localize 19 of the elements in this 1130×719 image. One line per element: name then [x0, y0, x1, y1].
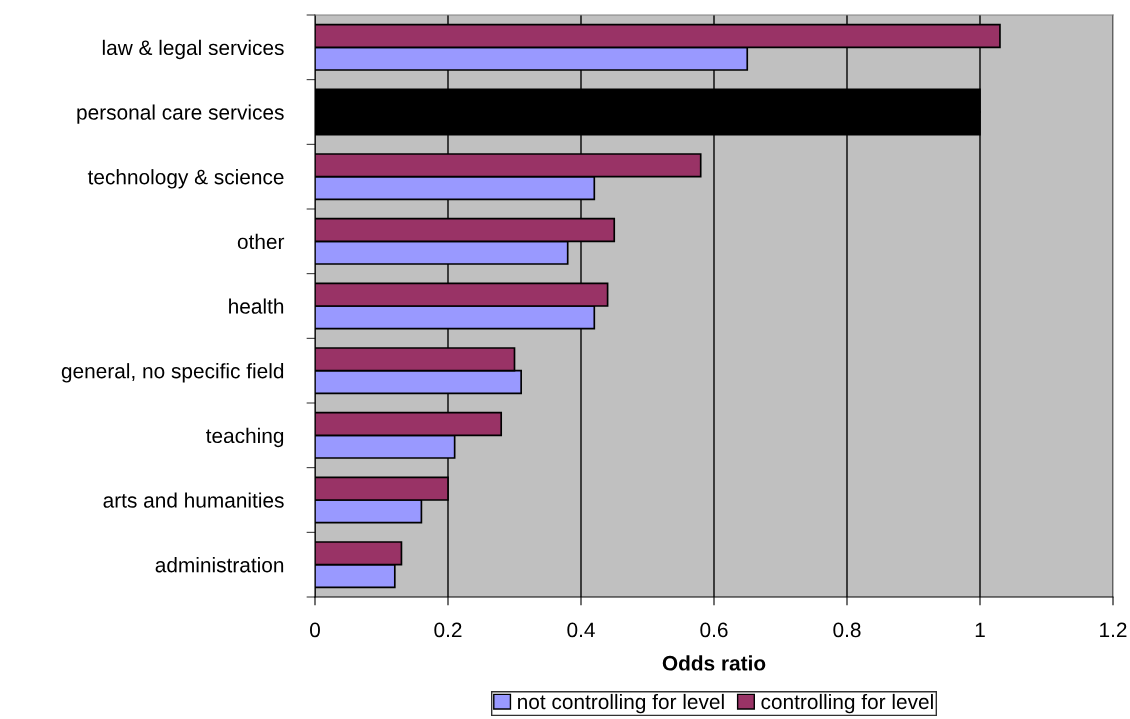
y-tick-label: technology & science: [87, 169, 284, 189]
x-tick-label: 0: [310, 622, 320, 638]
y-tick-label: personal care services: [77, 104, 284, 124]
y-tick-label: health: [229, 298, 284, 314]
y-tick-label: general, no specific field: [61, 363, 284, 383]
y-tick-label: teaching: [206, 427, 284, 448]
y-tick-label: administration: [155, 557, 284, 573]
x-tick-label: 1.2: [1100, 622, 1127, 638]
y-tick-label: arts and humanities: [103, 492, 284, 508]
x-tick-label: 0.4: [567, 622, 595, 638]
x-tick-label: 0.6: [700, 622, 728, 638]
x-tick-label: 1: [975, 622, 985, 638]
y-tick-label: other: [237, 233, 285, 250]
x-axis-title: Odds ratio: [662, 655, 766, 671]
legend-label: controlling for level: [761, 693, 933, 714]
y-tick-label: law & legal services: [102, 39, 284, 60]
x-tick-label: 0.2: [434, 622, 462, 638]
x-tick-label: 0.8: [833, 622, 861, 638]
legend-label: not controlling for level: [518, 693, 724, 714]
